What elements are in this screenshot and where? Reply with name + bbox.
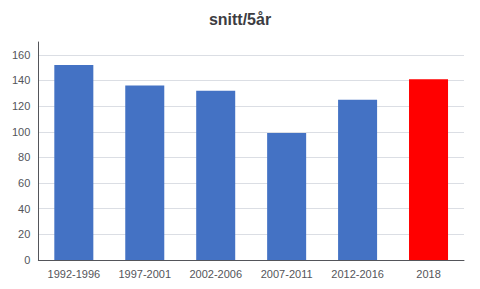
svg-text:60: 60	[18, 177, 30, 189]
svg-text:1997-2001: 1997-2001	[118, 268, 171, 280]
svg-text:80: 80	[18, 151, 30, 163]
svg-text:1992-1996: 1992-1996	[48, 268, 101, 280]
svg-text:2002-2006: 2002-2006	[189, 268, 242, 280]
svg-text:2007-2011: 2007-2011	[261, 268, 313, 280]
svg-text:140: 140	[12, 74, 30, 86]
svg-text:0: 0	[24, 254, 30, 266]
svg-text:120: 120	[12, 100, 30, 112]
svg-text:100: 100	[12, 126, 30, 138]
svg-text:2012-2016: 2012-2016	[331, 268, 384, 280]
svg-text:40: 40	[18, 203, 30, 215]
svg-text:2018: 2018	[416, 268, 440, 280]
svg-text:snitt/5år: snitt/5år	[209, 11, 271, 28]
svg-text:160: 160	[12, 49, 30, 61]
svg-text:20: 20	[18, 228, 30, 240]
